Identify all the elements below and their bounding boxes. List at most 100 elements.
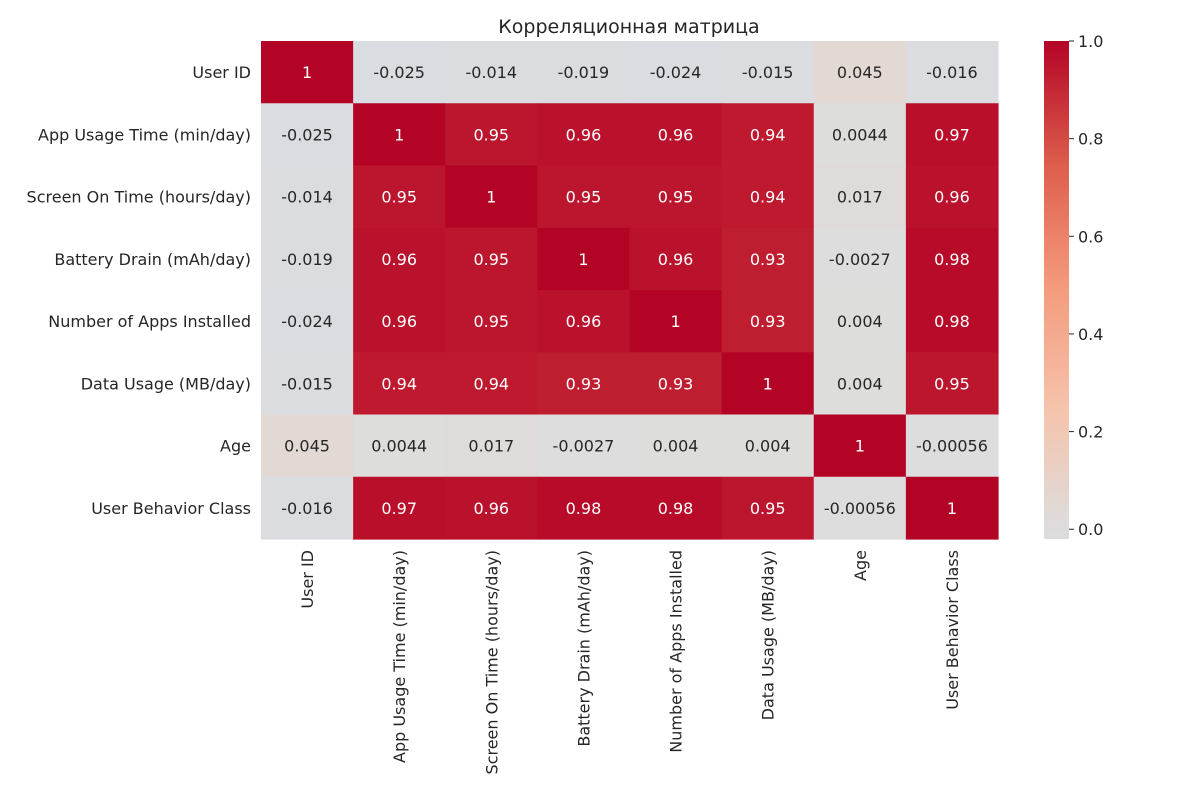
heatmap-cell-r7-c0 <box>261 476 354 540</box>
heatmap-cell-r0-c5 <box>721 41 815 104</box>
cell-value-label: 0.95 <box>473 125 509 144</box>
x-tick-label: Number of Apps Installed <box>667 550 686 753</box>
heatmap-cell-r7-c6 <box>813 476 907 540</box>
cell-value-label: 1 <box>855 437 865 456</box>
heatmap-cell-r2-c3 <box>537 165 631 229</box>
heatmap-cell-r7-c2 <box>445 476 538 540</box>
cell-value-label: 0.96 <box>566 312 602 331</box>
cell-value-label: -0.014 <box>281 188 333 207</box>
heatmap-cell-r7-c1 <box>353 476 446 540</box>
cell-value-label: 0.0044 <box>371 437 427 456</box>
cell-value-label: -0.0027 <box>829 250 891 269</box>
cell-value-label: -0.025 <box>373 63 425 82</box>
colorbar-tick-label: 0.6 <box>1078 227 1103 246</box>
cell-value-label: 0.96 <box>934 188 970 207</box>
cell-value-label: 0.93 <box>566 374 602 393</box>
heatmap-cell-r1-c4 <box>629 103 723 167</box>
cell-value-label: 0.98 <box>658 499 694 518</box>
cell-value-label: 1 <box>302 63 312 82</box>
cell-value-label: 1 <box>763 374 773 393</box>
y-tick-label: Screen On Time (hours/day) <box>27 188 251 207</box>
cell-value-label: 0.98 <box>566 499 602 518</box>
x-tick-label: User Behavior Class <box>943 550 962 710</box>
x-tick-label: App Usage Time (min/day) <box>390 550 409 763</box>
heatmap-cell-r1-c1 <box>353 103 446 167</box>
heatmap-cell-r7-c7 <box>905 476 999 540</box>
heatmap-cell-r6-c0 <box>261 414 354 478</box>
cell-value-label: 0.94 <box>750 125 786 144</box>
cell-value-label: 0.004 <box>837 312 883 331</box>
cell-value-label: 0.95 <box>750 499 786 518</box>
heatmap-cell-r4-c3 <box>537 290 631 353</box>
cell-value-label: -0.019 <box>558 63 610 82</box>
cell-value-label: 0.94 <box>473 374 509 393</box>
chart-title: Корреляционная матрица <box>498 16 759 38</box>
heatmap-cell-r2-c0 <box>261 165 354 229</box>
cell-value-label: -0.024 <box>650 63 702 82</box>
heatmap-cell-r1-c0 <box>261 103 354 167</box>
colorbar-tick-label: 0.8 <box>1078 130 1103 149</box>
cell-value-label: 0.93 <box>750 312 786 331</box>
heatmap-cell-r5-c5 <box>721 352 815 416</box>
cell-value-label: 0.93 <box>658 374 694 393</box>
y-axis-tick-labels: User ID App Usage Time (min/day) Screen On… <box>27 63 251 518</box>
heatmap-cell-r5-c4 <box>629 352 723 416</box>
heatmap-cell-r6-c1 <box>353 414 446 478</box>
cell-value-label: -0.025 <box>281 125 333 144</box>
heatmap-cell-r3-c2 <box>445 227 538 291</box>
colorbar-tick-label: 0.0 <box>1078 520 1103 539</box>
colorbar-tick-label: 0.4 <box>1078 325 1103 344</box>
heatmap-cell-r6-c3 <box>537 414 631 478</box>
cell-value-label: -0.016 <box>926 63 978 82</box>
heatmap-cell-r4-c6 <box>813 290 907 353</box>
cell-value-label: 0.045 <box>284 437 330 456</box>
x-tick-label: User ID <box>298 550 317 609</box>
cell-value-label: 0.97 <box>381 499 417 518</box>
heatmap-cell-r6-c5 <box>721 414 815 478</box>
colorbar-gradient <box>1044 41 1069 539</box>
heatmap-cell-r2-c5 <box>721 165 815 229</box>
heatmap-cell-r2-c4 <box>629 165 723 229</box>
cell-value-label: 0.94 <box>750 188 786 207</box>
heatmap-cell-r1-c5 <box>721 103 815 167</box>
cell-value-label: -0.024 <box>281 312 333 331</box>
cell-value-label: -0.00056 <box>824 499 896 518</box>
cell-value-label: 0.95 <box>381 188 417 207</box>
cell-value-label: 1 <box>578 250 588 269</box>
heatmap-cell-r5-c0 <box>261 352 354 416</box>
y-tick-label: Data Usage (MB/day) <box>81 374 251 393</box>
heatmap-cell-r5-c7 <box>905 352 999 416</box>
cell-value-label: 0.96 <box>658 250 694 269</box>
x-tick-label: Battery Drain (mAh/day) <box>574 550 593 747</box>
heatmap-cell-r0-c7 <box>905 41 999 104</box>
heatmap-cell-r5-c3 <box>537 352 631 416</box>
heatmap-cell-r4-c5 <box>721 290 815 353</box>
heatmap-cell-r4-c7 <box>905 290 999 353</box>
heatmap-cell-r2-c7 <box>905 165 999 229</box>
heatmap-cell-r2-c6 <box>813 165 907 229</box>
x-tick-label: Data Usage (MB/day) <box>759 550 778 720</box>
cell-value-label: 1 <box>394 125 404 144</box>
cell-value-label: -0.00056 <box>916 437 988 456</box>
cell-value-label: 0.95 <box>658 188 694 207</box>
colorbar-tick-label: 0.2 <box>1078 423 1103 442</box>
cell-value-label: 0.96 <box>381 250 417 269</box>
heatmap-cell-r4-c4 <box>629 290 723 353</box>
heatmap-cell-r7-c4 <box>629 476 723 540</box>
heatmap-cell-r0-c2 <box>445 41 538 104</box>
cell-value-label: -0.015 <box>281 374 333 393</box>
heatmap-cell-r4-c0 <box>261 290 354 353</box>
cell-value-label: 0.98 <box>934 312 970 331</box>
x-tick-label: Screen On Time (hours/day) <box>482 550 501 774</box>
y-tick-label: App Usage Time (min/day) <box>38 125 251 144</box>
cell-value-label: -0.015 <box>742 63 794 82</box>
cell-value-label: 0.017 <box>468 437 514 456</box>
heatmap-cell-r5-c2 <box>445 352 538 416</box>
y-tick-label: Number of Apps Installed <box>48 312 251 331</box>
cell-value-label: 0.96 <box>658 125 694 144</box>
heatmap-cell-r0-c6 <box>813 41 907 104</box>
heatmap-cell-r1-c2 <box>445 103 538 167</box>
heatmap-cell-r1-c7 <box>905 103 999 167</box>
heatmap-cell-r3-c1 <box>353 227 446 291</box>
